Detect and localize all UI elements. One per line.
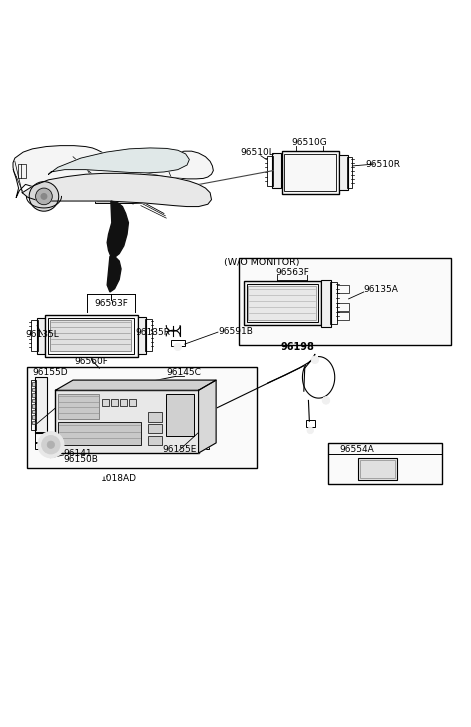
Circle shape [311, 356, 318, 364]
Bar [330, 282, 337, 324]
Bar [148, 412, 162, 422]
Circle shape [307, 427, 314, 434]
Text: 96135A: 96135A [364, 285, 398, 294]
Polygon shape [107, 201, 129, 257]
Bar [360, 460, 395, 478]
Bar [166, 394, 194, 435]
Bar [171, 340, 185, 346]
Text: 96560F: 96560F [74, 357, 108, 366]
Bar [339, 155, 348, 190]
Bar [148, 435, 162, 445]
Polygon shape [199, 380, 216, 453]
Bar [138, 318, 146, 354]
Polygon shape [107, 257, 121, 292]
Text: 96135L: 96135L [26, 330, 59, 340]
Text: 96155D: 96155D [32, 369, 68, 377]
Bar [284, 154, 336, 191]
Text: 1018AD: 1018AD [101, 475, 137, 483]
Bar [35, 442, 43, 449]
Text: 96563F: 96563F [275, 268, 309, 276]
Bar [198, 440, 209, 449]
Bar [32, 398, 35, 402]
Bar [32, 409, 35, 414]
Bar [244, 281, 321, 325]
Bar [48, 318, 134, 354]
Text: 96145C: 96145C [166, 369, 201, 377]
Circle shape [36, 188, 52, 205]
Bar [32, 393, 35, 397]
Bar [50, 320, 131, 351]
Text: (W/O MONITOR): (W/O MONITOR) [224, 258, 299, 268]
Bar [45, 315, 138, 356]
Text: 96510G: 96510G [292, 138, 327, 148]
Text: 96510L: 96510L [241, 148, 275, 156]
Bar [37, 318, 45, 354]
Polygon shape [56, 380, 216, 390]
Circle shape [38, 432, 64, 458]
Circle shape [41, 193, 47, 199]
Circle shape [101, 470, 107, 476]
Bar [248, 286, 316, 320]
Bar [32, 404, 35, 408]
Text: 96554A: 96554A [339, 445, 374, 454]
Bar [32, 387, 35, 391]
Circle shape [47, 441, 55, 449]
Bar [267, 156, 273, 186]
Text: 96135R: 96135R [136, 328, 171, 337]
Bar [32, 382, 35, 385]
Bar [337, 285, 349, 293]
Bar [95, 177, 141, 204]
Text: 96510R: 96510R [365, 160, 401, 169]
Bar [148, 424, 162, 433]
Bar [272, 153, 281, 188]
Bar [247, 284, 318, 322]
Bar [102, 398, 109, 406]
Bar [328, 443, 442, 484]
Bar [17, 164, 26, 178]
Polygon shape [49, 148, 189, 174]
Circle shape [41, 435, 60, 454]
Bar [130, 398, 136, 406]
Bar [35, 432, 47, 443]
Text: 96591B: 96591B [218, 326, 253, 336]
Bar [32, 380, 36, 430]
Bar [306, 419, 315, 427]
Bar [239, 258, 451, 345]
Bar [347, 157, 352, 188]
Circle shape [174, 343, 181, 350]
Bar [282, 151, 339, 193]
Bar [198, 402, 209, 411]
Bar [56, 390, 199, 453]
Bar [97, 178, 138, 201]
Circle shape [322, 397, 330, 404]
Bar [58, 394, 99, 419]
Polygon shape [13, 145, 213, 197]
Text: 96141: 96141 [64, 449, 92, 459]
Bar [337, 302, 349, 311]
Bar [82, 157, 94, 164]
Bar [120, 398, 127, 406]
Bar [35, 377, 47, 433]
Bar [321, 281, 331, 326]
Bar [146, 319, 152, 351]
Text: 96198: 96198 [281, 342, 315, 353]
Text: 96150B: 96150B [64, 455, 98, 464]
Bar [199, 411, 212, 439]
Text: 96155E: 96155E [162, 445, 196, 454]
Bar [32, 415, 35, 419]
Bar [32, 421, 35, 425]
Bar [337, 312, 349, 320]
Text: 96563F: 96563F [94, 299, 128, 308]
Polygon shape [22, 173, 211, 206]
Bar [32, 320, 38, 351]
Bar [58, 422, 141, 445]
Bar [358, 458, 397, 480]
Circle shape [29, 182, 59, 211]
Bar [111, 398, 118, 406]
Bar [27, 367, 257, 467]
